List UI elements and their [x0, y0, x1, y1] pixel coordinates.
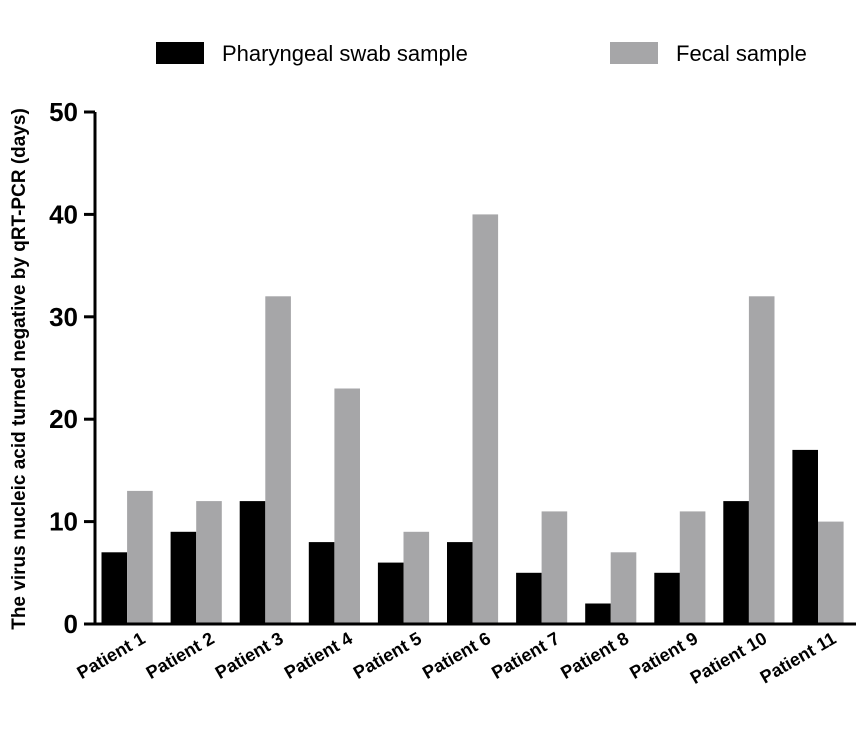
bar-fecal-8 — [610, 552, 637, 624]
bar-pharyngeal-7 — [516, 572, 542, 624]
x-category-label: Patient 6 — [419, 628, 494, 683]
y-tick-label: 40 — [49, 199, 78, 229]
bar-pharyngeal-4 — [308, 542, 335, 624]
bar-fecal-10 — [748, 296, 775, 624]
bar-fecal-6 — [472, 214, 499, 624]
y-axis-title: The virus nucleic acid turned negative b… — [9, 108, 30, 630]
bar-pharyngeal-3 — [239, 501, 266, 624]
bar-pharyngeal-10 — [723, 501, 749, 624]
x-category-label: Patient 2 — [143, 628, 218, 683]
bar-pharyngeal-1 — [101, 552, 128, 624]
bar-fecal-9 — [679, 511, 706, 624]
bar-pharyngeal-11 — [792, 449, 818, 624]
x-category-label: Patient 7 — [488, 628, 563, 683]
y-axis-ticks: 0 10 20 30 40 50 — [49, 97, 95, 639]
bar-fecal-11 — [818, 521, 844, 624]
bar-pharyngeal-6 — [447, 542, 473, 624]
bar-fecal-4 — [334, 388, 360, 624]
legend-label-pharyngeal: Pharyngeal swab sample — [222, 41, 468, 66]
y-tick-label: 30 — [49, 302, 78, 332]
x-category-label: Patient 5 — [350, 628, 425, 683]
bar-fecal-7 — [541, 511, 568, 624]
x-category-label: Patient 10 — [687, 628, 771, 688]
bar-pharyngeal-8 — [585, 603, 611, 624]
x-category-label: Patient 11 — [757, 628, 840, 687]
legend: Pharyngeal swab sample Fecal sample — [156, 41, 807, 66]
x-category-label: Patient 3 — [212, 628, 287, 683]
legend-swatch-pharyngeal — [156, 42, 204, 64]
bars-group — [101, 214, 844, 624]
x-category-label: Patient 1 — [74, 628, 149, 683]
bar-pharyngeal-9 — [654, 572, 680, 624]
bar-fecal-1 — [127, 490, 153, 624]
legend-swatch-fecal — [610, 42, 658, 64]
y-tick-label: 20 — [49, 404, 78, 434]
bar-fecal-5 — [403, 531, 430, 624]
x-category-label: Patient 8 — [557, 628, 632, 683]
y-tick-label: 50 — [49, 97, 78, 127]
legend-label-fecal: Fecal sample — [676, 41, 807, 66]
y-tick-label: 10 — [49, 507, 78, 537]
bar-pharyngeal-5 — [377, 562, 404, 624]
bar-fecal-2 — [196, 501, 222, 624]
bar-pharyngeal-2 — [170, 531, 197, 624]
x-category-label: Patient 4 — [281, 628, 356, 683]
bar-fecal-3 — [265, 296, 291, 624]
y-tick-label: 0 — [64, 609, 78, 639]
